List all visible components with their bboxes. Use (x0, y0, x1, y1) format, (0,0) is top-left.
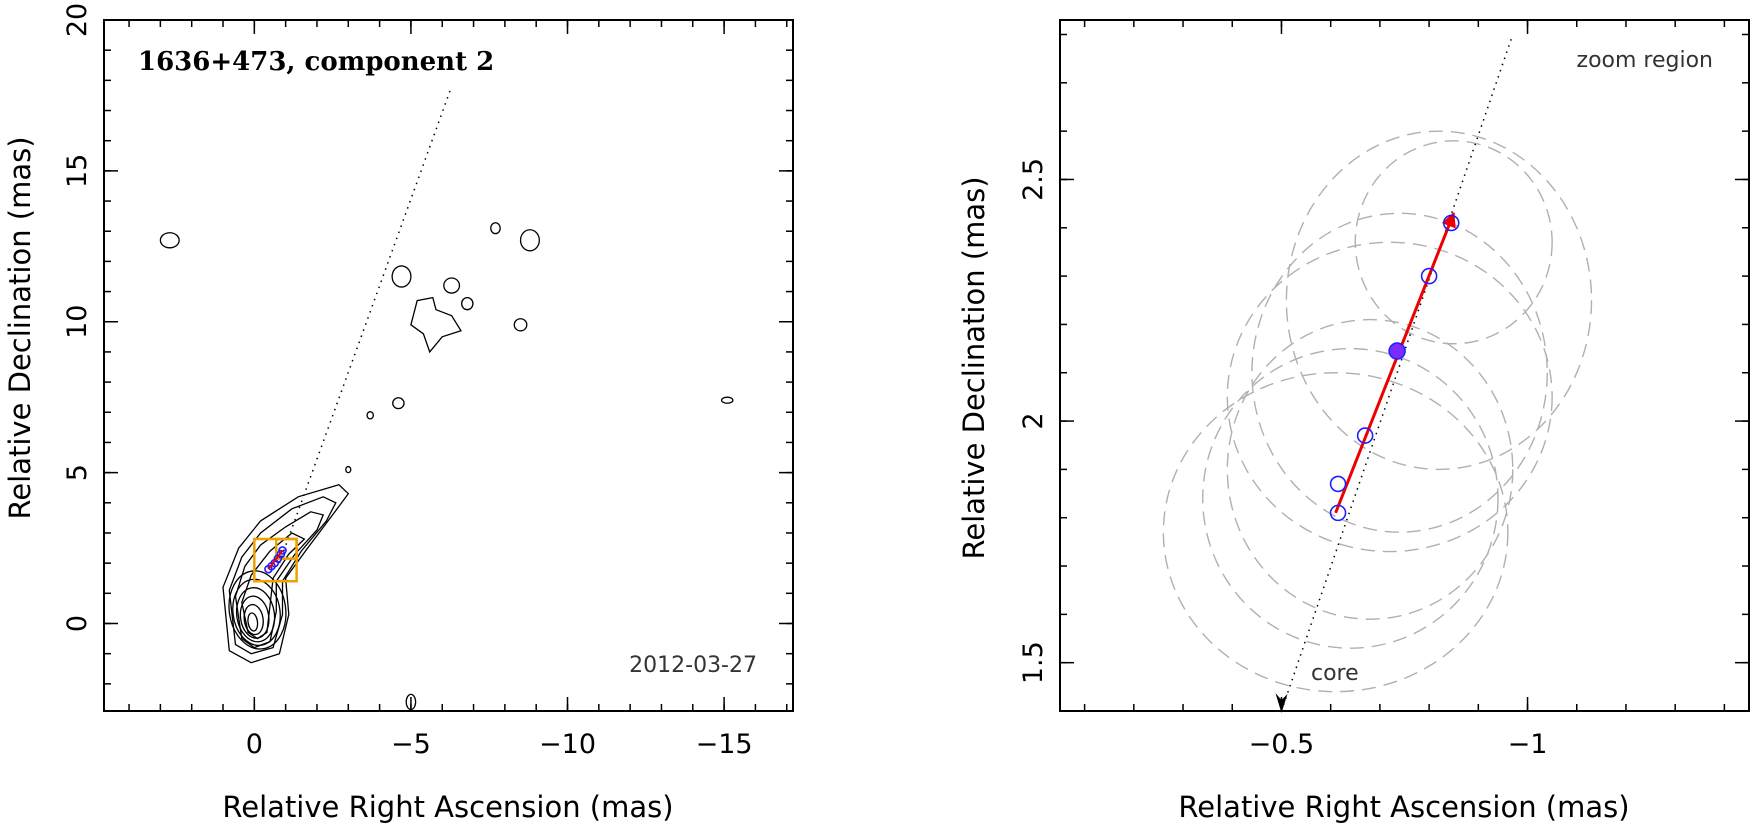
left-axis-ticks: 0 −5 −10 −15 0 5 10 15 20 (62, 3, 793, 760)
mean-position-marker (1388, 342, 1406, 360)
isolated-contour (461, 296, 474, 311)
right-x-tick-label: −0.5 (1249, 729, 1315, 760)
left-x-tick-label: −15 (696, 729, 753, 760)
left-y-tick-label: 10 (62, 305, 93, 339)
isolated-contour (366, 411, 374, 420)
jet-outer-contour (222, 483, 350, 664)
left-y-tick-label: 5 (62, 464, 93, 481)
beam-ellipse (1162, 372, 1509, 693)
right-component-marker (1356, 427, 1374, 444)
right-panel-title: zoom region (1577, 48, 1713, 73)
left-component-marker (278, 546, 287, 555)
jet-contour (241, 532, 306, 640)
left-y-tick-label: 20 (62, 3, 93, 37)
right-beam-ellipses (1162, 130, 1593, 693)
core-label: core (1311, 661, 1359, 686)
right-y-tick-label: 1.5 (1018, 641, 1049, 684)
right-x-axis-label: Relative Right Ascension (mas) (1178, 790, 1629, 824)
right-y-tick-label: 2 (1018, 412, 1049, 429)
isolated-contour (519, 229, 540, 252)
core-contour (247, 612, 259, 632)
left-x-tick-label: −10 (539, 729, 596, 760)
left-x-tick-label: −5 (391, 729, 431, 760)
left-x-axis-label: Relative Right Ascension (mas) (222, 790, 673, 824)
beam-ellipse (1285, 130, 1593, 471)
right-y-axis-label: Relative Declination (mas) (957, 176, 991, 559)
right-component-marker (1329, 504, 1347, 522)
isolated-contour (345, 465, 352, 474)
right-component-marker (1329, 475, 1347, 493)
left-x-tick-label: 0 (246, 729, 263, 760)
left-plot-frame (103, 19, 794, 712)
beam-ellipse (1354, 140, 1553, 345)
right-component-marker (1420, 267, 1438, 285)
right-overlay (1275, 34, 1514, 713)
isolated-contour (159, 232, 180, 249)
isolated-contour (410, 296, 462, 354)
core-contour (243, 603, 264, 636)
left-epoch-label: 2012-03-27 (629, 653, 757, 678)
right-axis-ticks: −0.5 −1 1.5 2 2.5 (1018, 20, 1749, 760)
right-trajectory-line (1280, 34, 1514, 712)
left-trajectory-line (278, 86, 453, 564)
left-y-tick-label: 0 (62, 615, 93, 632)
left-overlay (253, 86, 453, 583)
isolated-contour (391, 265, 412, 288)
right-y-tick-label: 2.5 (1018, 158, 1049, 201)
beam-ellipse (1226, 318, 1514, 620)
right-component-marker (1442, 214, 1460, 232)
left-panel-title: 1636+473, component 2 (138, 47, 494, 77)
left-y-tick-label: 15 (62, 154, 93, 188)
left-y-axis-label: Relative Declination (mas) (3, 136, 37, 519)
motion-vector-arrow (1334, 211, 1456, 514)
beam-ellipse (1226, 241, 1553, 553)
beam-ellipse (1251, 212, 1548, 533)
isolated-contour (513, 318, 528, 332)
zoom-box (275, 537, 298, 560)
right-panel: −0.5 −1 1.5 2 2.5 zoom region core Relative … (957, 19, 1750, 824)
isolated-contour (392, 397, 405, 410)
right-x-tick-label: −1 (1508, 729, 1548, 760)
jet-contour (234, 511, 325, 649)
core-contour (235, 587, 276, 643)
beam-ellipse (1202, 347, 1499, 649)
jet-contour (228, 496, 337, 655)
left-motion-vector (267, 549, 284, 570)
isolated-contour (490, 222, 501, 235)
core-contour (228, 570, 287, 650)
isolated-contour (720, 396, 734, 404)
right-plot-frame (1059, 19, 1750, 712)
isolated-contour (443, 277, 461, 294)
left-contour-map (159, 222, 734, 711)
